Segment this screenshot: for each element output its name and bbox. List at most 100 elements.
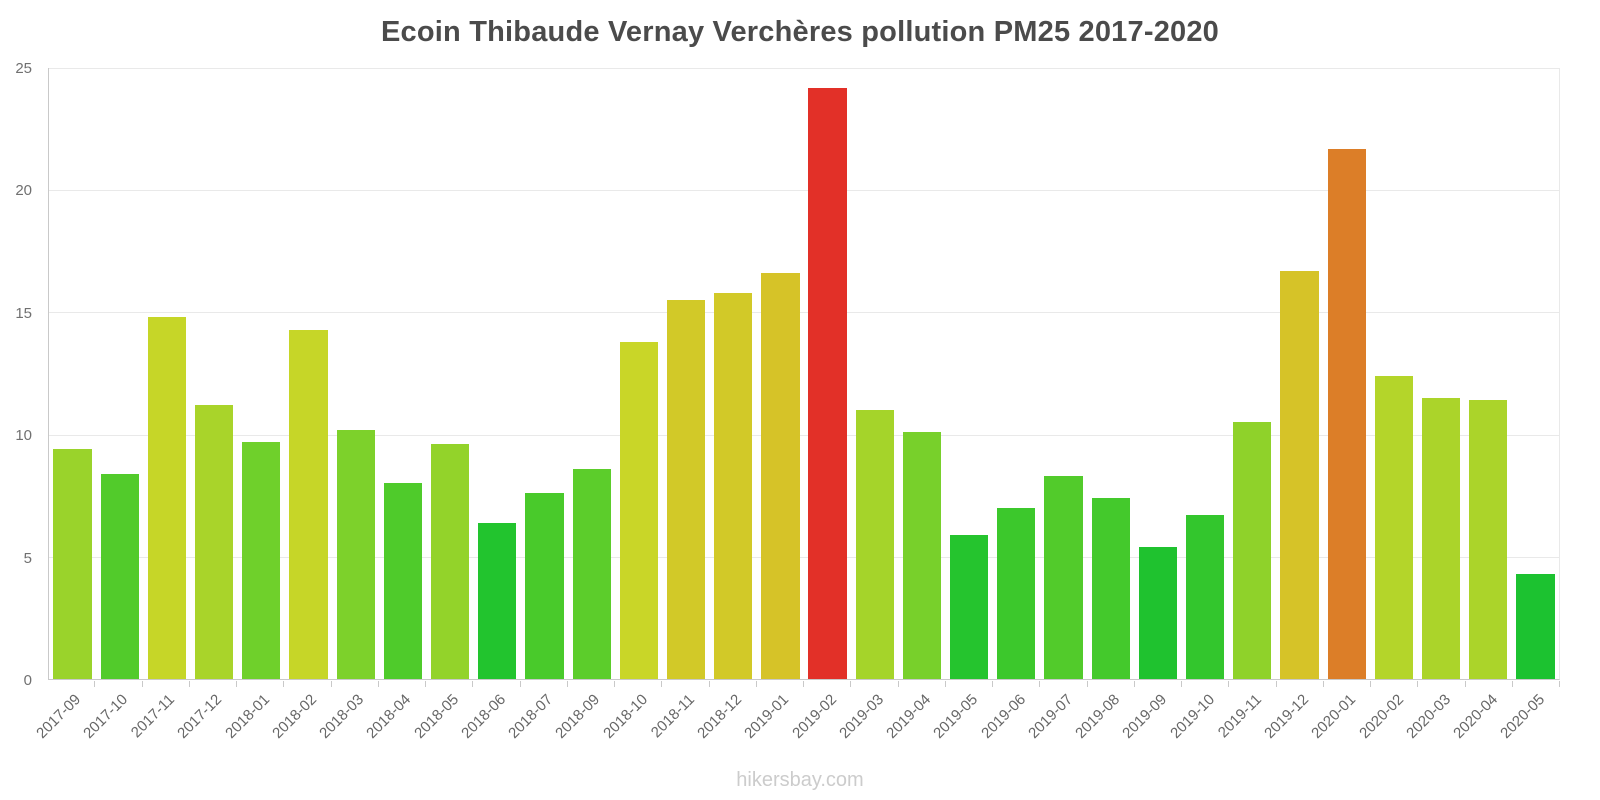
x-axis-slot: 2020-02 xyxy=(1356,681,1419,786)
x-axis-slot: 2019-03 xyxy=(836,681,899,786)
bar-slot xyxy=(521,68,568,679)
bar-2020-02[interactable] xyxy=(1374,375,1413,679)
y-axis-tick-label: 5 xyxy=(23,549,32,567)
x-axis-slot: 2018-05 xyxy=(411,681,474,786)
x-axis-slot: 2020-05 xyxy=(1497,681,1561,786)
x-axis-slot: 2017-12 xyxy=(174,681,238,786)
bar-slot xyxy=(285,68,332,679)
bar-2017-10[interactable] xyxy=(100,473,139,679)
bar-2019-07[interactable] xyxy=(1044,476,1083,679)
x-axis-slot: 2018-01 xyxy=(222,681,285,786)
bar-2018-06[interactable] xyxy=(478,522,517,679)
bar-2018-02[interactable] xyxy=(289,329,328,679)
bars-layer xyxy=(49,68,1559,679)
bar-slot xyxy=(379,68,426,679)
x-axis-slot: 2019-12 xyxy=(1261,681,1325,786)
x-axis-slot: 2018-11 xyxy=(648,681,710,786)
bar-2020-05[interactable] xyxy=(1516,573,1555,679)
bar-slot xyxy=(427,68,474,679)
bar-2017-09[interactable] xyxy=(53,449,92,679)
chart-title: Ecoin Thibaude Vernay Verchères pollutio… xyxy=(380,16,1220,48)
bar-2018-11[interactable] xyxy=(666,300,706,679)
bar-2020-04[interactable] xyxy=(1469,400,1508,679)
bar-slot xyxy=(1040,68,1087,679)
bar-slot xyxy=(615,68,662,679)
bar-2020-03[interactable] xyxy=(1421,397,1461,679)
x-axis-slot: 2018-07 xyxy=(505,681,569,786)
bar-slot xyxy=(96,68,143,679)
bar-slot xyxy=(1229,68,1276,679)
bar-slot xyxy=(1134,68,1181,679)
bar-slot xyxy=(568,68,615,679)
bar-2018-05[interactable] xyxy=(430,444,470,679)
x-axis-slot: 2018-09 xyxy=(552,681,616,786)
y-axis-tick-label: 20 xyxy=(15,182,32,200)
x-axis-slot: 2019-04 xyxy=(883,681,947,786)
bar-2019-05[interactable] xyxy=(950,534,989,679)
y-axis-tick-label: 15 xyxy=(15,304,32,322)
bar-2019-06[interactable] xyxy=(997,507,1036,679)
x-axis-slot: 2019-01 xyxy=(741,681,805,786)
x-axis-slot: 2019-02 xyxy=(789,681,852,786)
bar-2018-10[interactable] xyxy=(619,341,658,679)
bar-slot xyxy=(143,68,190,679)
bar-2018-03[interactable] xyxy=(336,429,375,679)
bar-2019-02[interactable] xyxy=(808,87,847,679)
bar-2018-09[interactable] xyxy=(572,468,611,679)
gridline xyxy=(49,434,1559,436)
bar-slot xyxy=(49,68,96,679)
x-axis-slot: 2019-11 xyxy=(1215,681,1277,786)
bar-2019-08[interactable] xyxy=(1091,498,1130,679)
x-axis-slot: 2018-03 xyxy=(316,681,380,786)
bar-2018-04[interactable] xyxy=(383,483,423,679)
bar-2018-07[interactable] xyxy=(525,493,564,679)
x-axis-slot: 2019-08 xyxy=(1072,681,1136,786)
gridline xyxy=(49,556,1559,558)
watermark: hikersbay.com xyxy=(736,769,864,791)
x-axis-slot: 2017-10 xyxy=(80,681,143,786)
x-axis-slot: 2020-04 xyxy=(1450,681,1514,786)
bar-2018-12[interactable] xyxy=(714,292,753,679)
x-axis-slot: 2019-05 xyxy=(930,681,994,786)
gridline xyxy=(49,190,1559,192)
bar-2020-01[interactable] xyxy=(1327,148,1366,679)
bar-2018-01[interactable] xyxy=(242,441,281,679)
bar-slot xyxy=(851,68,898,679)
bar-2019-09[interactable] xyxy=(1138,547,1178,679)
bar-2019-03[interactable] xyxy=(855,410,894,679)
bar-slot xyxy=(191,68,238,679)
y-axis-tick-label: 0 xyxy=(23,672,32,689)
bar-slot xyxy=(332,68,379,679)
y-axis-tick-label: 10 xyxy=(15,427,32,445)
bar-slot xyxy=(662,68,709,679)
x-axis-slot: 2018-12 xyxy=(694,681,758,786)
bar-slot xyxy=(1512,68,1559,679)
bar-2019-11[interactable] xyxy=(1233,422,1272,679)
x-axis-label: 2017-09 xyxy=(32,691,84,742)
y-axis: 0 5 10 15 20 25 xyxy=(0,60,40,689)
bar-2019-01[interactable] xyxy=(761,273,800,679)
bar-2019-10[interactable] xyxy=(1185,515,1225,679)
bar-slot xyxy=(1417,68,1464,679)
bar-slot xyxy=(1323,68,1370,679)
bar-slot xyxy=(946,68,993,679)
y-axis-tick-label: 25 xyxy=(15,60,32,77)
x-axis-slot: 2019-07 xyxy=(1025,681,1088,786)
gridline xyxy=(49,312,1559,314)
gridline xyxy=(49,68,1559,69)
x-axis-slot: 2020-03 xyxy=(1403,681,1466,786)
x-axis-slot: 2018-10 xyxy=(600,681,663,786)
bar-slot xyxy=(474,68,521,679)
bar-slot xyxy=(757,68,804,679)
x-axis-slot: 2019-10 xyxy=(1167,681,1230,786)
bar-slot xyxy=(1276,68,1323,679)
x-axis: 2017-09 2017-10 2017-11 2017-12 2018-01 2018-… xyxy=(33,681,1561,786)
bar-slot xyxy=(1370,68,1417,679)
x-axis-slot: 2020-01 xyxy=(1308,681,1372,786)
x-axis-slot: 2018-04 xyxy=(363,681,427,786)
bar-2017-12[interactable] xyxy=(195,405,234,679)
bar-2017-11[interactable] xyxy=(147,317,187,679)
x-axis-slot: 2019-06 xyxy=(978,681,1041,786)
bar-2019-04[interactable] xyxy=(902,432,942,679)
bar-2019-12[interactable] xyxy=(1280,270,1319,679)
